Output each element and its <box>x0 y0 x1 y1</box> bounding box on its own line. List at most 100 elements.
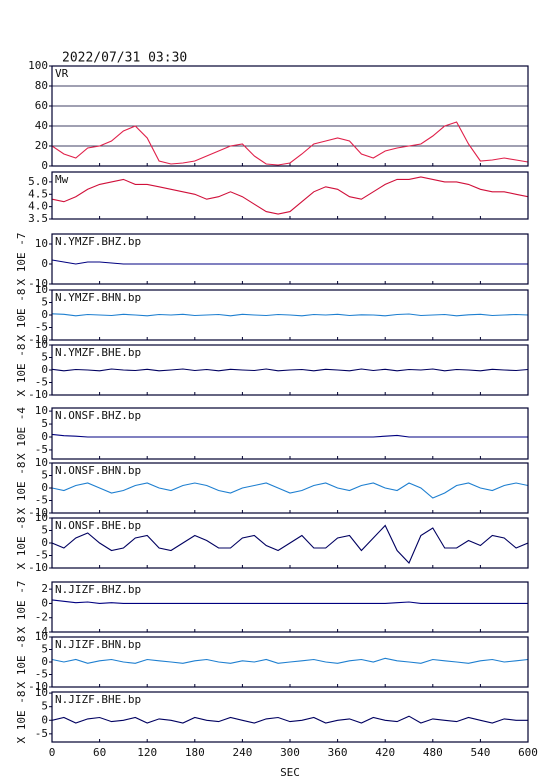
y-tick-label: 10 <box>35 404 48 417</box>
waveform <box>52 368 528 372</box>
x-tick-label: 0 <box>49 746 56 759</box>
y-axis-label: X 10E -8 <box>15 636 28 689</box>
y-axis-label: X 10E -8 <box>15 344 28 397</box>
y-tick-label: 10 <box>35 237 48 250</box>
y-tick-label: 5 <box>41 296 48 309</box>
y-tick-label: 5.0 <box>28 175 48 188</box>
y-tick-label: 0 <box>41 257 48 270</box>
y-tick-label: 5 <box>41 700 48 713</box>
panel-frame <box>51 233 529 285</box>
y-tick-label: 0 <box>41 536 48 549</box>
y-tick-label: -4 <box>35 625 49 638</box>
y-tick-label: 80 <box>35 79 48 92</box>
y-axis-label: X 10E -7 <box>15 233 28 286</box>
panel-label: N.YMZF.BHE.bp <box>55 346 141 359</box>
y-tick-label: -10 <box>28 277 48 290</box>
y-tick-label: 5 <box>41 469 48 482</box>
y-tick-label: 60 <box>35 99 48 112</box>
panel: -10 0 10 N.YMZF.BHZ.bp X 10E -7 <box>15 233 529 290</box>
y-tick-label: 5 <box>41 351 48 364</box>
x-tick-label: 600 <box>518 746 538 759</box>
y-axis-label: X 10E -4 <box>15 407 28 460</box>
panel-frame <box>51 691 529 743</box>
panel: -4-2 02 N.JIZF.BHZ.bp X 10E -7 <box>15 581 529 638</box>
y-tick-label: -5 <box>35 321 48 334</box>
y-tick-label: 10 <box>35 456 48 469</box>
panel-frame <box>51 407 529 460</box>
panel-frame <box>51 171 529 220</box>
x-tick-label: 420 <box>375 746 395 759</box>
panel-frame <box>51 65 529 167</box>
panel-frame <box>51 462 529 514</box>
y-tick-label: 10 <box>35 630 48 643</box>
y-tick-label: -10 <box>28 561 48 574</box>
panel: 0 20 40 60 80 100 VR <box>28 59 529 172</box>
x-tick-label: 180 <box>185 746 205 759</box>
x-tick-label: 300 <box>280 746 300 759</box>
x-tick-label: 120 <box>137 746 157 759</box>
panel-label: N.JIZF.BHZ.bp <box>55 583 141 596</box>
chart-title: 2022/07/31 03:30 <box>62 51 187 66</box>
panel-frame <box>51 344 529 396</box>
y-tick-label: -5 <box>35 668 48 681</box>
y-tick-label: 2 <box>41 582 48 595</box>
waveform <box>52 121 528 166</box>
y-tick-label: 40 <box>35 119 48 132</box>
panel-label: N.JIZF.BHE.bp <box>55 693 141 706</box>
waveform <box>52 313 528 317</box>
panel-label: N.YMZF.BHZ.bp <box>55 235 141 248</box>
y-axis-label: X 10E -8 <box>15 691 28 744</box>
y-tick-label: 5 <box>41 643 48 656</box>
panel-frame <box>51 636 529 688</box>
y-axis-label: X 10E -8 <box>15 289 28 342</box>
waveform <box>52 176 528 215</box>
y-tick-label: -5 <box>35 376 48 389</box>
y-tick-label: 0 <box>41 713 48 726</box>
y-tick-label: 0 <box>41 308 48 321</box>
panel-label: VR <box>55 67 69 80</box>
y-tick-label: 10 <box>35 511 48 524</box>
x-tick-label: 360 <box>328 746 348 759</box>
y-tick-label: -2 <box>35 611 48 624</box>
waveform <box>52 657 528 664</box>
waveform <box>52 482 528 499</box>
y-tick-label: 20 <box>35 139 48 152</box>
y-axis-label: X 10E -8 <box>15 517 28 570</box>
panel-frame <box>51 517 529 569</box>
y-tick-label: -5 <box>35 443 48 456</box>
panel-label: N.ONSF.BHZ.bp <box>55 409 141 422</box>
y-tick-label: -5 <box>35 727 48 740</box>
y-tick-label: -10 <box>28 680 48 693</box>
y-tick-label: -10 <box>28 333 48 346</box>
panel-frame <box>51 289 529 341</box>
y-tick-label: 4.5 <box>28 187 48 200</box>
y-tick-label: 0 <box>41 655 48 668</box>
y-tick-label: 0 <box>41 159 48 172</box>
panel-label: N.YMZF.BHN.bp <box>55 291 141 304</box>
y-tick-label: 100 <box>28 59 48 72</box>
panel-label: N.JIZF.BHN.bp <box>55 638 141 651</box>
y-axis-label: X 10E -8 <box>15 462 28 515</box>
panel-label: N.ONSF.BHN.bp <box>55 464 141 477</box>
waveform <box>52 715 528 724</box>
y-tick-label: 0 <box>41 430 48 443</box>
panel-label: Mw <box>55 173 69 186</box>
y-tick-label: 0 <box>41 363 48 376</box>
x-tick-label: 540 <box>470 746 490 759</box>
y-tick-label: 0 <box>41 481 48 494</box>
y-tick-label: -5 <box>35 494 48 507</box>
y-tick-label: 3.5 <box>28 212 48 225</box>
y-tick-label: -10 <box>28 506 48 519</box>
x-tick-label: 60 <box>93 746 106 759</box>
y-tick-label: -5 <box>35 549 48 562</box>
x-tick-label: 480 <box>423 746 443 759</box>
waveform <box>52 259 528 265</box>
